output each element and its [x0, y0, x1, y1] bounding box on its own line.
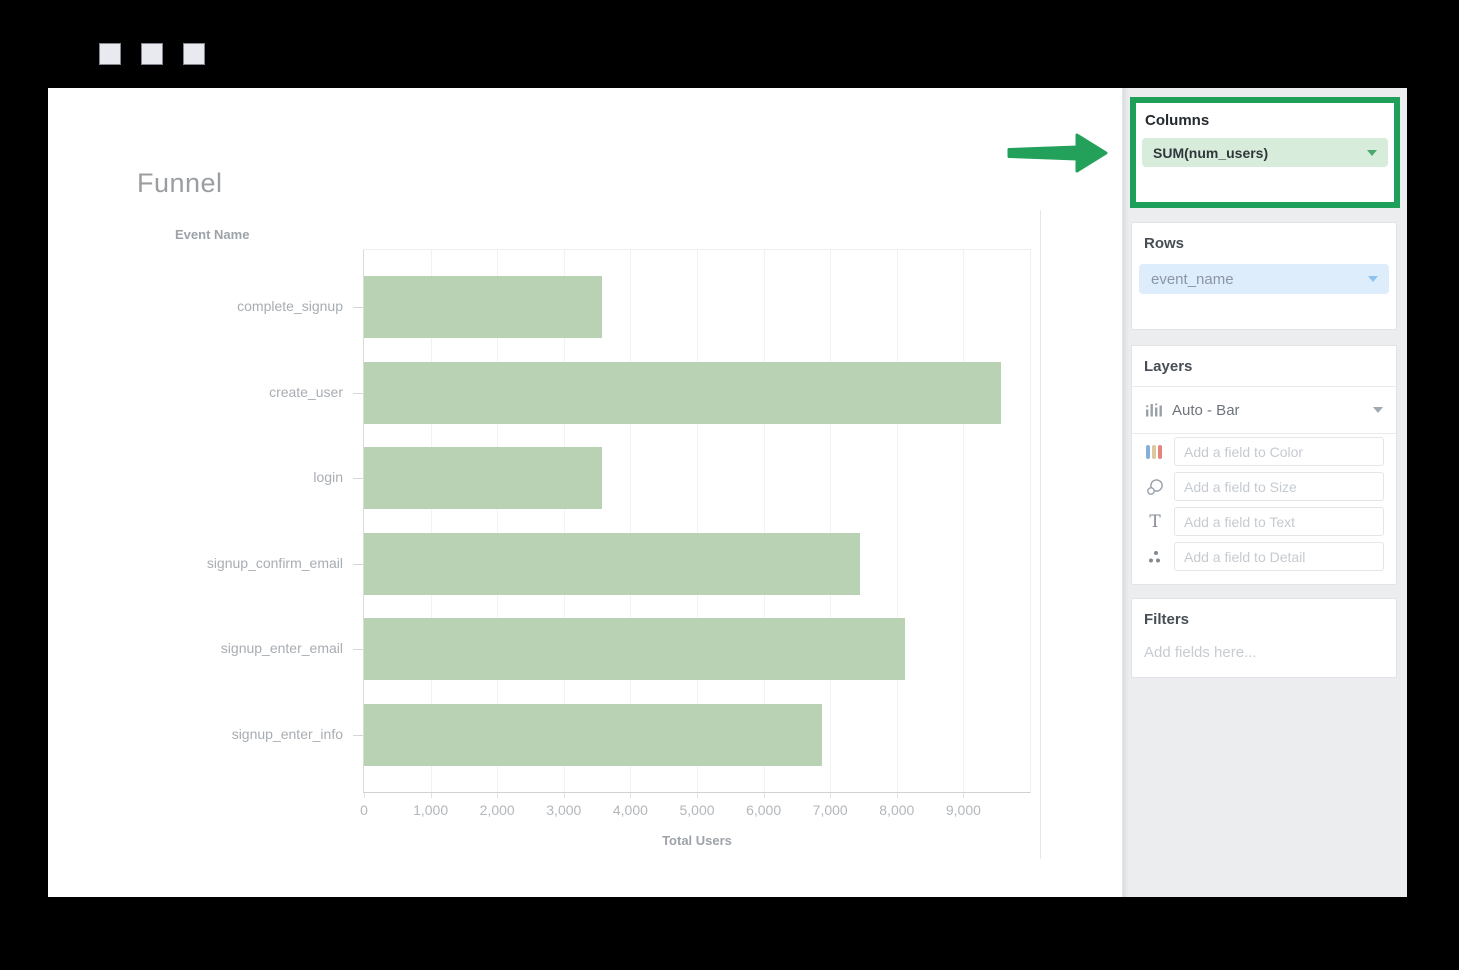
gridline — [563, 250, 565, 792]
gridline — [697, 250, 698, 792]
x-axis-tick-label: 3,000 — [546, 802, 582, 818]
x-axis-tick — [896, 793, 898, 798]
bar-chart-icon — [1145, 402, 1163, 418]
y-axis-tick — [353, 563, 363, 565]
layer-field-input-0[interactable] — [1174, 437, 1384, 466]
window-square-icon[interactable] — [141, 43, 163, 65]
x-axis-tick-label: 9,000 — [945, 802, 981, 818]
size-icon — [1144, 478, 1166, 496]
layer-fields: T — [1132, 434, 1396, 574]
chart-panel-divider — [1040, 210, 1041, 859]
viz-type-selector[interactable]: Auto - Bar — [1132, 387, 1396, 433]
layer-field-row — [1132, 434, 1396, 469]
bar-create_user[interactable] — [364, 361, 1001, 424]
rows-header: Rows — [1144, 235, 1185, 252]
gridline — [630, 250, 632, 792]
x-axis-tick — [430, 793, 432, 798]
y-axis-label: complete_signup — [237, 298, 343, 314]
y-axis-tick — [353, 392, 363, 394]
color-icon — [1144, 444, 1166, 459]
x-axis-tick-label: 7,000 — [812, 802, 848, 818]
gridline — [497, 250, 499, 792]
divider — [1132, 386, 1396, 387]
x-axis-tick — [963, 793, 965, 798]
x-axis-tick — [830, 793, 832, 798]
y-axis-label: login — [313, 469, 343, 485]
x-axis-title: Total Users — [662, 833, 732, 848]
columns-section-highlight-box: Columns SUM(num_users) — [1130, 97, 1400, 208]
columns-field-pill[interactable]: SUM(num_users) — [1142, 138, 1388, 167]
x-axis-tick — [364, 793, 365, 798]
y-axis-label: signup_enter_info — [231, 725, 343, 742]
rows-field-pill-label: event_name — [1151, 270, 1234, 288]
gridline — [963, 250, 965, 792]
app-window: Funnel Event Name complete_signup create_… — [48, 88, 1407, 897]
y-axis-title: Event Name — [175, 227, 250, 242]
x-axis-tick-label: 0 — [360, 802, 368, 818]
x-axis-tick — [630, 793, 632, 798]
viz-type-label: Auto - Bar — [1172, 401, 1240, 419]
rows-field-pill[interactable]: event_name — [1139, 264, 1389, 294]
columns-header: Columns — [1145, 112, 1210, 129]
x-axis-tick-label: 5,000 — [679, 802, 715, 818]
x-axis-tick-label: 6,000 — [746, 802, 782, 818]
gridline — [763, 250, 765, 792]
window-square-icon[interactable] — [183, 43, 205, 65]
filters-section: Filters Add fields here... — [1131, 598, 1397, 678]
y-axis-tick — [353, 734, 363, 736]
field-panel: Columns SUM(num_users) Rows event_name L… — [1122, 88, 1407, 897]
annotation-arrow-icon — [1007, 133, 1108, 173]
bar-signup_enter_email[interactable] — [364, 618, 905, 680]
filters-header: Filters — [1144, 611, 1190, 628]
columns-field-pill-label: SUM(num_users) — [1153, 144, 1269, 161]
x-axis-tick — [497, 793, 499, 798]
window-titlebar — [0, 0, 1459, 88]
gridline — [430, 250, 432, 792]
y-axis-tick — [353, 478, 363, 479]
x-axis-tick-label: 1,000 — [413, 802, 449, 818]
layers-header: Layers — [1144, 358, 1193, 375]
page-title: Funnel — [137, 168, 223, 198]
gridline — [896, 250, 898, 792]
dropdown-caret-icon[interactable] — [1367, 149, 1377, 156]
rows-section: Rows event_name — [1131, 222, 1397, 330]
y-axis-label: signup_enter_email — [220, 640, 343, 656]
divider — [1132, 433, 1396, 434]
bar-complete_signup[interactable] — [364, 276, 602, 338]
layers-section: Layers Auto - Bar — [1131, 345, 1397, 585]
plot-area: Total Users 0 1,000 2,000 3,000 4,000 5,000 6,… — [353, 249, 1031, 848]
x-axis-tick — [563, 793, 565, 798]
filters-drop-zone[interactable]: Add fields here... — [1144, 644, 1257, 661]
x-axis-tick-label: 4,000 — [612, 802, 648, 818]
text-icon: T — [1149, 511, 1161, 532]
detail-icon — [1144, 549, 1166, 565]
bar-signup_enter_info[interactable] — [364, 703, 823, 766]
gridline — [830, 250, 832, 792]
layer-field-input-1[interactable] — [1174, 472, 1384, 501]
x-axis-tick-label: 8,000 — [879, 802, 915, 818]
layer-field-row: T — [1132, 504, 1396, 539]
dropdown-caret-icon[interactable] — [1373, 407, 1383, 413]
layer-field-row — [1132, 469, 1396, 504]
x-axis-tick — [763, 793, 765, 798]
bar-signup_confirm_email[interactable] — [364, 532, 860, 595]
y-axis-tick — [353, 307, 363, 308]
layer-field-input-2[interactable] — [1174, 507, 1384, 536]
y-axis-label: create_user — [269, 383, 343, 400]
layer-field-row — [1132, 539, 1396, 574]
y-axis-tick — [353, 649, 363, 650]
dropdown-caret-icon[interactable] — [1368, 276, 1378, 282]
window-square-icon[interactable] — [99, 43, 121, 65]
layer-field-input-3[interactable] — [1174, 542, 1384, 571]
bar-login[interactable] — [364, 447, 602, 509]
x-axis-tick — [697, 793, 698, 798]
y-axis-label: signup_confirm_email — [206, 554, 343, 571]
x-axis-tick-label: 2,000 — [479, 802, 515, 818]
